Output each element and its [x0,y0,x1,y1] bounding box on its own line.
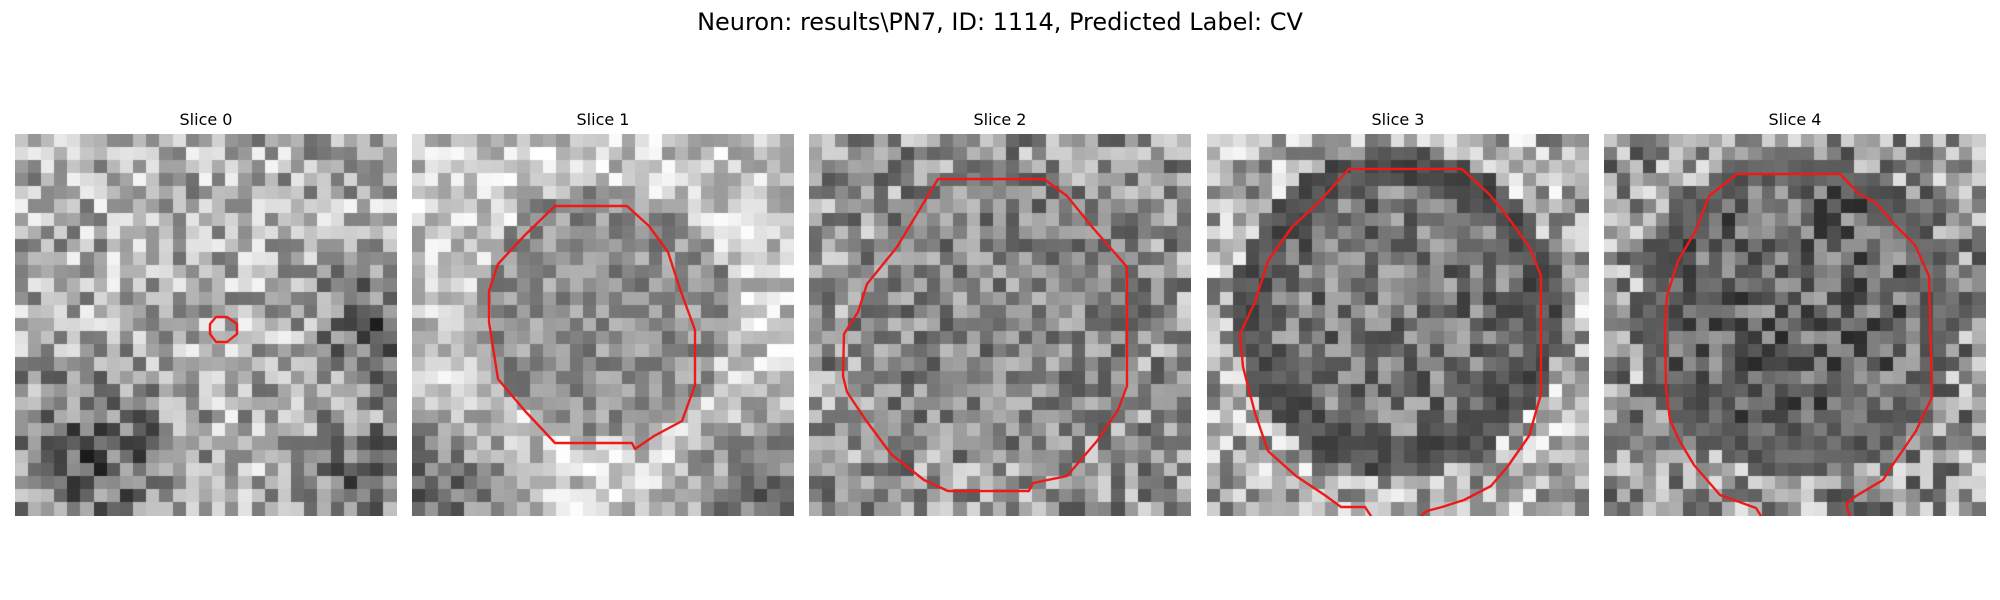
slice-title: Slice 2 [973,110,1027,129]
figure-title: Neuron: results\PN7, ID: 1114, Predicted… [697,8,1303,36]
slice-title: Slice 0 [179,110,233,129]
contour-overlay [1238,167,1543,516]
segmentation-contour [487,204,697,451]
segmentation-contour [1238,167,1543,516]
segmentation-contour [1663,172,1934,516]
segmentation-contour [208,315,239,344]
slice-title: Slice 1 [576,110,630,129]
slice-title: Slice 3 [1371,110,1425,129]
segmentation-contour [841,177,1129,493]
contour-overlay [487,204,697,451]
contour-overlay [841,177,1129,493]
slice-image [15,134,397,516]
slice-image [1604,134,1986,516]
contour-overlay [1663,172,1934,516]
contour-overlay [208,315,239,344]
slice-image [412,134,794,516]
slice-title: Slice 4 [1768,110,1822,129]
